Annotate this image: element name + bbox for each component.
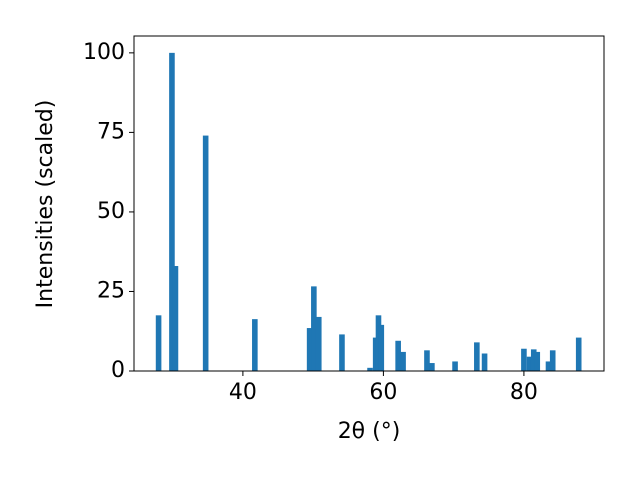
x-tick-label: 80	[510, 380, 538, 405]
bar	[202, 135, 209, 371]
x-axis-label: 2θ (°)	[338, 419, 401, 444]
x-tick-label: 60	[369, 380, 397, 405]
bar	[424, 350, 430, 371]
bar	[534, 351, 541, 371]
bar	[575, 337, 582, 371]
bar	[339, 334, 345, 371]
bar	[372, 337, 379, 371]
bar	[395, 340, 401, 371]
bar	[400, 351, 406, 371]
bar	[378, 324, 385, 371]
bar	[481, 353, 488, 371]
y-tick-label: 50	[97, 199, 125, 224]
bar	[549, 350, 556, 371]
bar	[172, 266, 179, 371]
bar	[429, 363, 435, 371]
bar	[375, 315, 382, 371]
bar	[169, 52, 175, 371]
bar	[315, 316, 322, 371]
y-tick-label: 100	[83, 40, 125, 65]
x-tick-label: 40	[229, 380, 257, 405]
bar	[155, 315, 162, 371]
bar	[521, 348, 527, 371]
bar	[367, 367, 373, 371]
y-tick-label: 0	[111, 358, 125, 383]
plot-frame	[133, 35, 605, 372]
bar	[526, 356, 533, 371]
bar	[545, 361, 552, 371]
y-tick-label: 25	[97, 278, 125, 303]
bar	[252, 319, 258, 371]
bar	[474, 342, 480, 371]
bar	[311, 286, 317, 371]
bar	[452, 361, 458, 371]
y-axis-label: Intensities (scaled)	[33, 100, 58, 309]
bar	[530, 349, 537, 371]
bar	[306, 328, 313, 371]
y-tick-label: 75	[97, 119, 125, 144]
